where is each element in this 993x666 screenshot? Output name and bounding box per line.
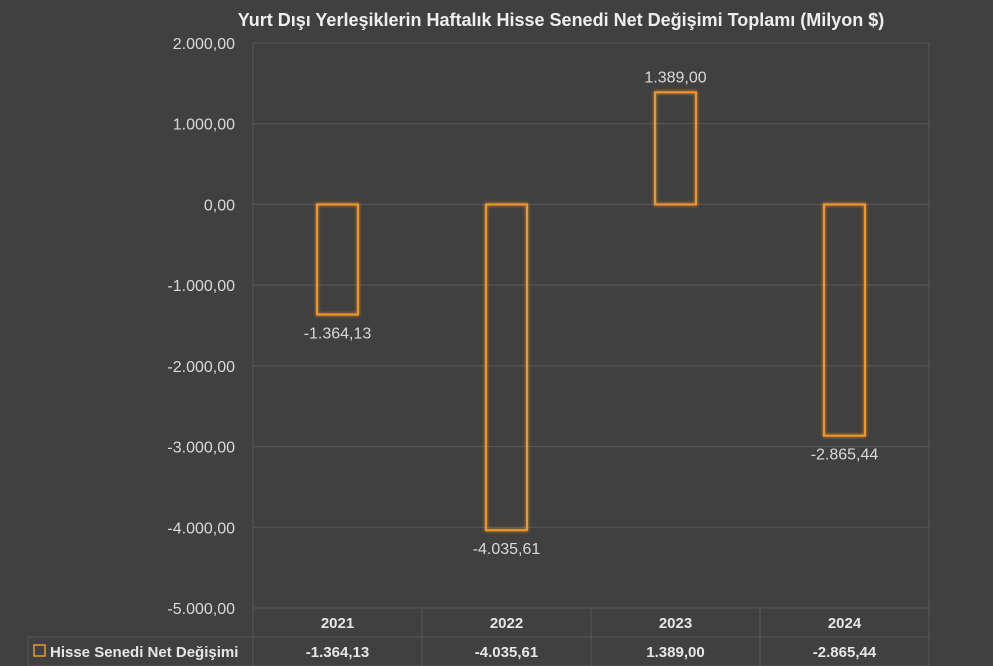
y-tick-label: -5.000,00 — [167, 601, 235, 618]
bars — [316, 91, 866, 532]
legend-key — [33, 644, 46, 657]
x-tick-label: 2024 — [828, 615, 862, 632]
x-tick-label: 2022 — [490, 615, 523, 632]
data-label: -4.035,61 — [473, 541, 541, 558]
table-value: -1.364,13 — [306, 644, 369, 661]
legend-series-name: Hisse Senedi Net Değişimi — [50, 644, 238, 661]
bar — [316, 203, 359, 316]
data-labels: -1.364,13 -4.035,61 1.389,00 -2.865,44 — [304, 69, 879, 558]
y-tick-label: -2.000,00 — [167, 359, 235, 376]
y-tick-label: -4.000,00 — [167, 520, 235, 537]
table-value: -4.035,61 — [475, 644, 538, 661]
bar — [823, 203, 866, 437]
data-label: -1.364,13 — [304, 326, 372, 343]
chart-title: Yurt Dışı Yerleşiklerin Haftalık Hisse S… — [238, 10, 885, 30]
y-axis: 2.000,00 1.000,00 0,00 -1.000,00 -2.000,00 -3… — [167, 36, 235, 618]
y-tick-label: -1.000,00 — [167, 278, 235, 295]
x-tick-label: 2021 — [321, 615, 354, 632]
y-tick-label: 2.000,00 — [173, 36, 235, 53]
x-tick-label: 2023 — [659, 615, 692, 632]
table-value: -2.865,44 — [813, 644, 877, 661]
data-label: -2.865,44 — [811, 447, 879, 464]
y-tick-label: -3.000,00 — [167, 440, 235, 457]
bar — [654, 91, 697, 206]
data-label: 1.389,00 — [644, 69, 706, 86]
data-table: 2021 -1.364,13 2022 -4.035,61 2023 1.389,00 20… — [27, 607, 929, 666]
y-tick-label: 0,00 — [204, 197, 235, 214]
y-tick-label: 1.000,00 — [173, 117, 235, 134]
gridlines — [252, 42, 930, 666]
bar — [485, 203, 528, 532]
table-value: 1.389,00 — [646, 644, 704, 661]
